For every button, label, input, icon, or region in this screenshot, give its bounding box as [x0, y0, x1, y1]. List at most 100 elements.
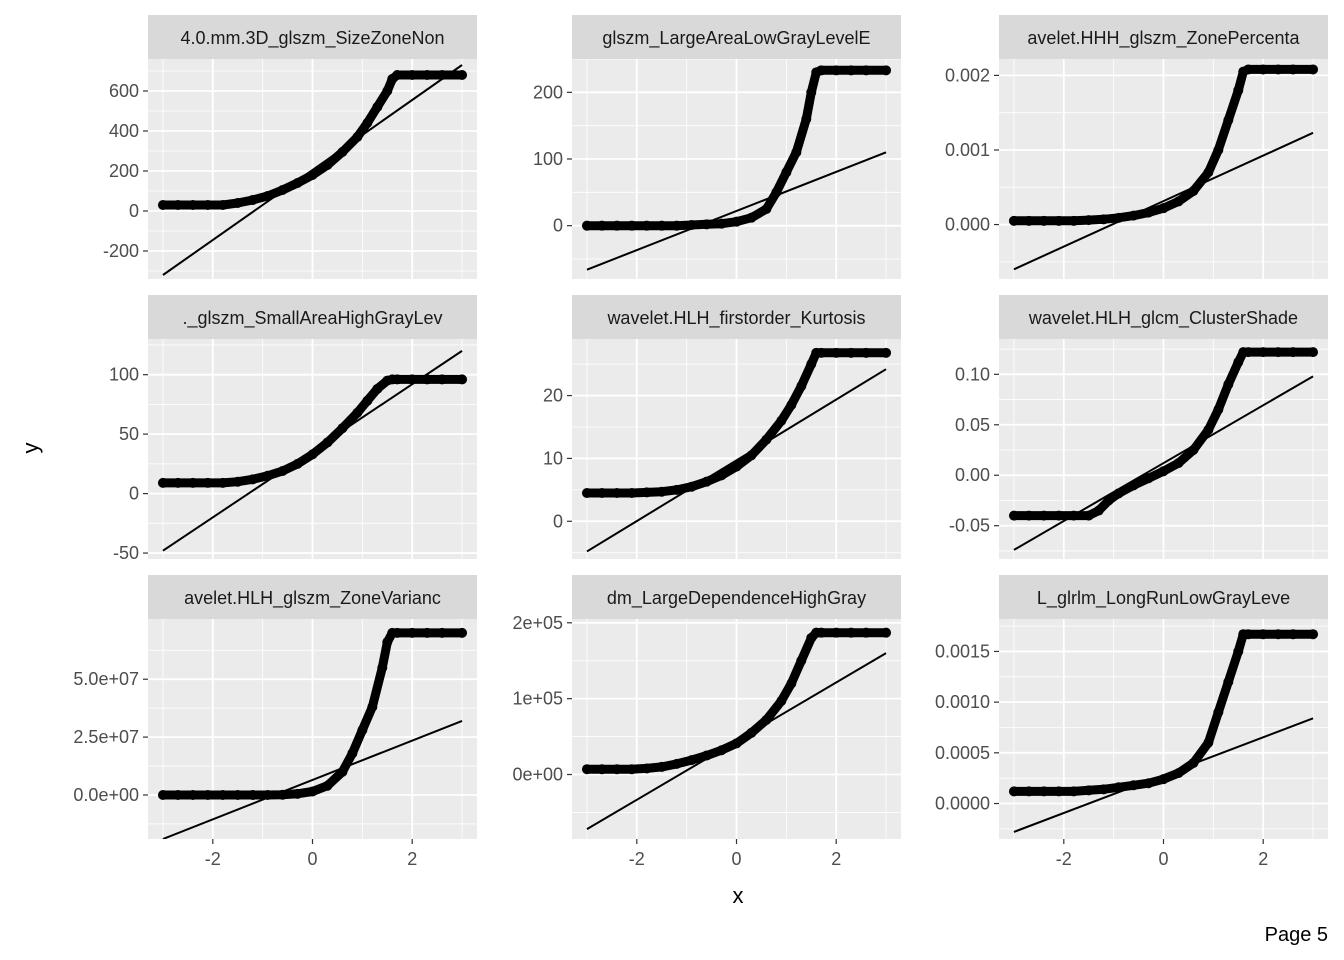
- qq-point: [232, 476, 243, 487]
- y-tick-label: -0.05: [949, 516, 990, 536]
- qq-point: [731, 461, 742, 472]
- page-number-label: Page 5: [1265, 924, 1328, 946]
- qq-point: [761, 204, 772, 214]
- qq-point: [796, 381, 807, 392]
- qq-point: [292, 788, 303, 799]
- y-tick-label: 2.5e+07: [73, 727, 139, 747]
- qq-point: [791, 147, 802, 158]
- qq-point: [322, 160, 333, 170]
- qq-point: [671, 758, 682, 769]
- qq-point: [157, 200, 168, 210]
- qq-point: [187, 790, 198, 800]
- facet-panel: avelet.HHH_glszm_ZonePercenta 0.000 0.001 0…: [945, 15, 1328, 279]
- qq-point: [437, 627, 448, 638]
- qq-point: [656, 761, 667, 772]
- x-tick-label: 2: [1258, 849, 1268, 869]
- qq-point: [157, 790, 168, 800]
- qq-point: [581, 488, 592, 498]
- qq-reference-line: [586, 368, 887, 553]
- qq-point: [217, 200, 228, 210]
- facet-strip: [148, 15, 477, 59]
- facet-panels: 4.0.mm.3D_glszm_SizeZoneNon-200020040060…: [73, 15, 1328, 869]
- qq-point: [337, 147, 348, 157]
- qq-point: [846, 65, 857, 76]
- qq-point: [172, 477, 183, 488]
- qq-point: [1053, 215, 1064, 226]
- qq-reference-line: [162, 64, 463, 276]
- qq-point: [1258, 629, 1269, 640]
- qq-point: [1258, 347, 1269, 358]
- qq-point: [641, 220, 652, 231]
- qq-point: [217, 790, 228, 800]
- x-tick-label: -2: [205, 849, 221, 869]
- x-tick-label: 2: [407, 849, 417, 869]
- y-tick-label: 0.000: [945, 215, 990, 235]
- qq-point: [816, 627, 827, 638]
- qq-point: [1023, 510, 1034, 521]
- y-tick-label: 0.001: [945, 140, 990, 160]
- qq-point: [831, 65, 842, 76]
- qq-point: [861, 347, 872, 358]
- facet-panel: ._glszm_SmallAreaHighGrayLev -50 0 50 100: [109, 295, 477, 563]
- x-tick-label: 2: [831, 849, 841, 869]
- qq-point: [746, 212, 757, 223]
- qq-point: [1143, 473, 1154, 484]
- qq-point: [1098, 214, 1109, 225]
- qq-point: [596, 764, 607, 775]
- qq-point: [307, 786, 318, 797]
- qq-point: [1008, 510, 1019, 521]
- x-tick-label: 0: [731, 849, 741, 869]
- qq-point: [731, 216, 742, 227]
- qq-point: [1068, 786, 1079, 797]
- qq-point: [372, 383, 383, 394]
- y-tick-label: 100: [533, 149, 563, 169]
- y-tick-label: 0.0000: [935, 794, 990, 814]
- qq-point: [362, 395, 373, 406]
- facet-panel: wavelet.HLH_firstorder_Kurtosis 0 10 20: [543, 295, 901, 559]
- qq-point: [861, 65, 872, 76]
- y-tick-label: 10: [543, 448, 563, 468]
- qq-point: [641, 487, 652, 498]
- qq-point: [172, 790, 183, 800]
- qq-point: [1173, 458, 1184, 469]
- qq-point: [1008, 215, 1019, 226]
- qq-point: [1223, 115, 1234, 126]
- qq-point: [1083, 510, 1094, 521]
- y-tick-label: 0: [129, 484, 139, 504]
- facet-panel: L_glrlm_LongRunLowGrayLeve 0.0000 0.0005 0.…: [935, 575, 1328, 869]
- y-tick-label: -200: [103, 241, 139, 261]
- qq-point: [786, 678, 797, 689]
- y-tick-label: 600: [109, 81, 139, 101]
- qq-point: [1083, 215, 1094, 226]
- facet-title: dm_LargeDependenceHighGray: [607, 588, 866, 609]
- qq-point: [377, 662, 388, 673]
- qq-point: [786, 400, 797, 410]
- facet-strip: [999, 295, 1328, 339]
- y-tick-label: 0.0015: [935, 641, 990, 661]
- qq-point: [382, 86, 393, 96]
- qq-point: [357, 725, 368, 736]
- facet-strip: [148, 295, 477, 339]
- qq-point: [881, 627, 892, 638]
- qq-point: [1233, 85, 1244, 96]
- qq-point: [457, 374, 468, 385]
- qq-point: [761, 434, 772, 445]
- qq-point: [392, 70, 403, 80]
- qq-point: [322, 780, 333, 791]
- qq-point: [422, 70, 433, 80]
- y-tick-label: 0: [129, 201, 139, 221]
- y-tick-label: 100: [109, 365, 139, 385]
- x-tick-label: -2: [629, 849, 645, 869]
- qq-point: [217, 477, 228, 488]
- y-tick-label: 50: [119, 424, 139, 444]
- qq-point: [1308, 64, 1319, 75]
- y-tick-label: 0.05: [955, 415, 990, 435]
- qq-point: [671, 484, 682, 495]
- qq-point: [776, 695, 787, 706]
- qq-point: [626, 488, 637, 498]
- y-tick-label: -50: [113, 543, 139, 563]
- qq-point: [611, 764, 622, 775]
- facet-strip: [999, 575, 1328, 619]
- y-tick-label: 2e+05: [512, 613, 563, 633]
- qq-point: [1243, 629, 1254, 640]
